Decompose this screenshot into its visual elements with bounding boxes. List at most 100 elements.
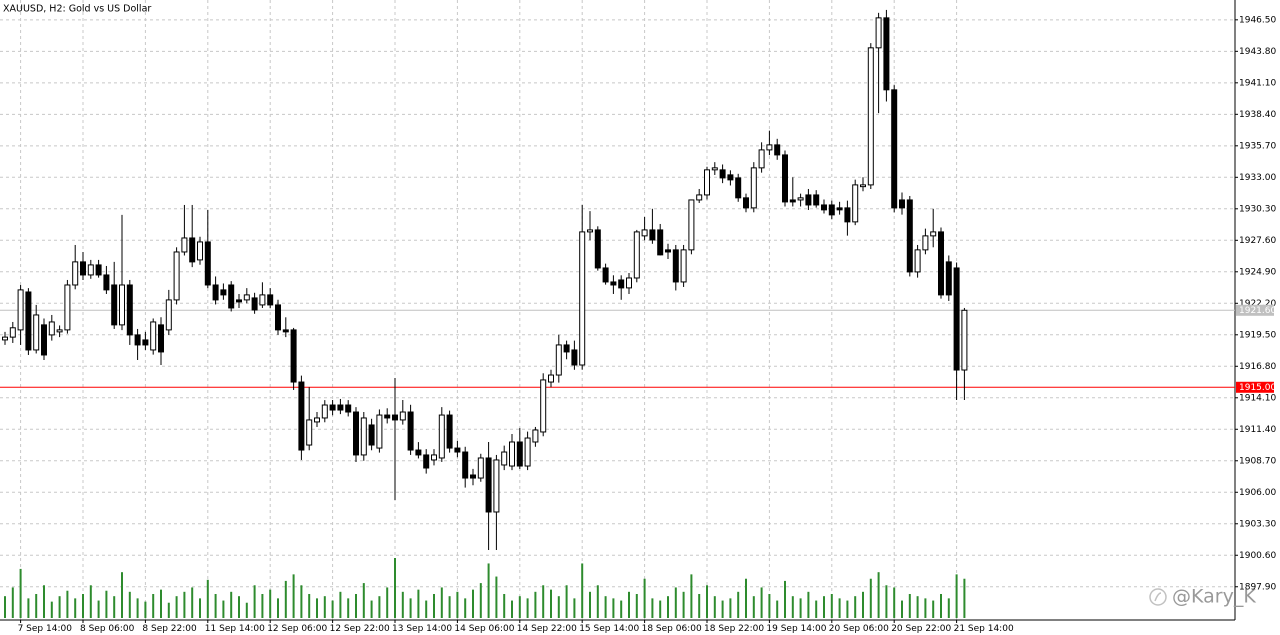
y-tick-label: 1916.80 [1239, 362, 1276, 372]
volume-bar [222, 600, 225, 618]
volume-bar [846, 600, 849, 618]
candle-body [353, 411, 359, 456]
x-tick-label: 14 Sep 22:00 [517, 624, 577, 634]
candle-body [142, 339, 149, 346]
x-tick-label: 18 Sep 22:00 [704, 624, 764, 634]
volume-bar [823, 596, 825, 618]
volume-bar [448, 596, 451, 618]
volume-bar [565, 585, 568, 618]
volume-bar [394, 558, 396, 618]
chart-title: XAUUSD, H2: Gold vs US Dollar [3, 4, 151, 15]
candle-body [103, 274, 110, 291]
candle-body [516, 441, 523, 467]
volume-bar [706, 585, 708, 618]
volume-bar [464, 598, 467, 618]
price-label: 1915.00 [1239, 383, 1276, 393]
candle-body [938, 231, 944, 296]
volume-bar [667, 596, 669, 618]
candle-body [41, 324, 47, 356]
x-tick-label: 12 Sep 06:00 [267, 624, 327, 634]
volume-bar [167, 602, 170, 618]
y-tick-label: 1922.20 [1239, 299, 1276, 309]
volume-bar [378, 596, 381, 618]
candle-body [797, 197, 804, 201]
candle-body [610, 281, 617, 286]
volume-bar [635, 594, 638, 618]
y-tick-label: 1919.50 [1239, 330, 1276, 340]
volume-bar [682, 591, 685, 618]
candle-body [805, 194, 812, 206]
volume-bar [292, 574, 295, 618]
candle-body [672, 249, 679, 283]
volume-bar [43, 585, 45, 618]
volume-bar [745, 578, 747, 618]
candle-body [376, 414, 383, 449]
candle-body [470, 474, 476, 479]
candle-body [204, 241, 211, 286]
volume-bar [573, 598, 576, 618]
volume-bar [869, 578, 872, 618]
y-tick-label: 1933.00 [1239, 173, 1276, 183]
candle-body [298, 381, 305, 451]
volume-bar [183, 591, 186, 618]
volume-bar [199, 598, 201, 618]
candle-body [454, 447, 461, 453]
volume-bar [284, 580, 287, 618]
volume-bar [300, 585, 303, 618]
volume-bar [924, 598, 927, 618]
volume-bar [355, 594, 357, 618]
candle-body [337, 404, 344, 411]
candle-body [704, 169, 710, 196]
x-tick-label: 14 Sep 06:00 [454, 624, 514, 634]
candle-body [626, 277, 632, 289]
x-tick-label: 12 Sep 22:00 [330, 624, 390, 634]
candle-body [719, 169, 726, 179]
candle-body [524, 437, 531, 467]
volume-bar [409, 598, 412, 618]
candle-body [540, 379, 547, 433]
candle-body [696, 194, 703, 201]
volume-bar [838, 598, 841, 618]
candle-body [282, 329, 289, 333]
volume-bar [82, 594, 84, 618]
volume-bar [230, 591, 233, 618]
candle-body [922, 235, 929, 251]
candle-body [883, 17, 890, 91]
x-tick-label: 8 Sep 22:00 [142, 624, 197, 634]
volume-bar [113, 596, 116, 618]
y-tick-label: 1903.30 [1239, 519, 1276, 529]
candle-body [602, 267, 609, 283]
y-tick-label: 1906.00 [1239, 488, 1276, 498]
volume-bar [877, 572, 880, 618]
candle-body [555, 344, 562, 376]
candle-body [633, 231, 640, 279]
volume-bar [955, 574, 958, 618]
y-tick-label: 1897.90 [1239, 582, 1276, 592]
candle-body [852, 184, 859, 223]
price-label-box [1236, 304, 1274, 316]
volume-bar [191, 587, 194, 618]
volume-bar [97, 600, 100, 618]
candle-body [126, 284, 133, 336]
volume-bar [487, 563, 490, 618]
volume-bar [362, 583, 365, 618]
candle-body [95, 264, 102, 276]
candle-body [579, 231, 586, 366]
volume-bar [152, 594, 155, 618]
y-tick-label: 1946.50 [1239, 15, 1276, 25]
volume-bar [472, 589, 474, 618]
candle-body [275, 304, 281, 331]
candle-body [906, 199, 913, 273]
candle-body [119, 284, 125, 326]
candle-body [743, 197, 749, 209]
volume-bar [417, 589, 420, 618]
volume-bar [175, 596, 178, 618]
volume-bar [206, 579, 209, 618]
candle-body [485, 457, 492, 513]
volume-bar [612, 598, 615, 618]
volume-bar [963, 578, 966, 618]
candle-body [446, 414, 453, 449]
candle-body [9, 327, 16, 338]
